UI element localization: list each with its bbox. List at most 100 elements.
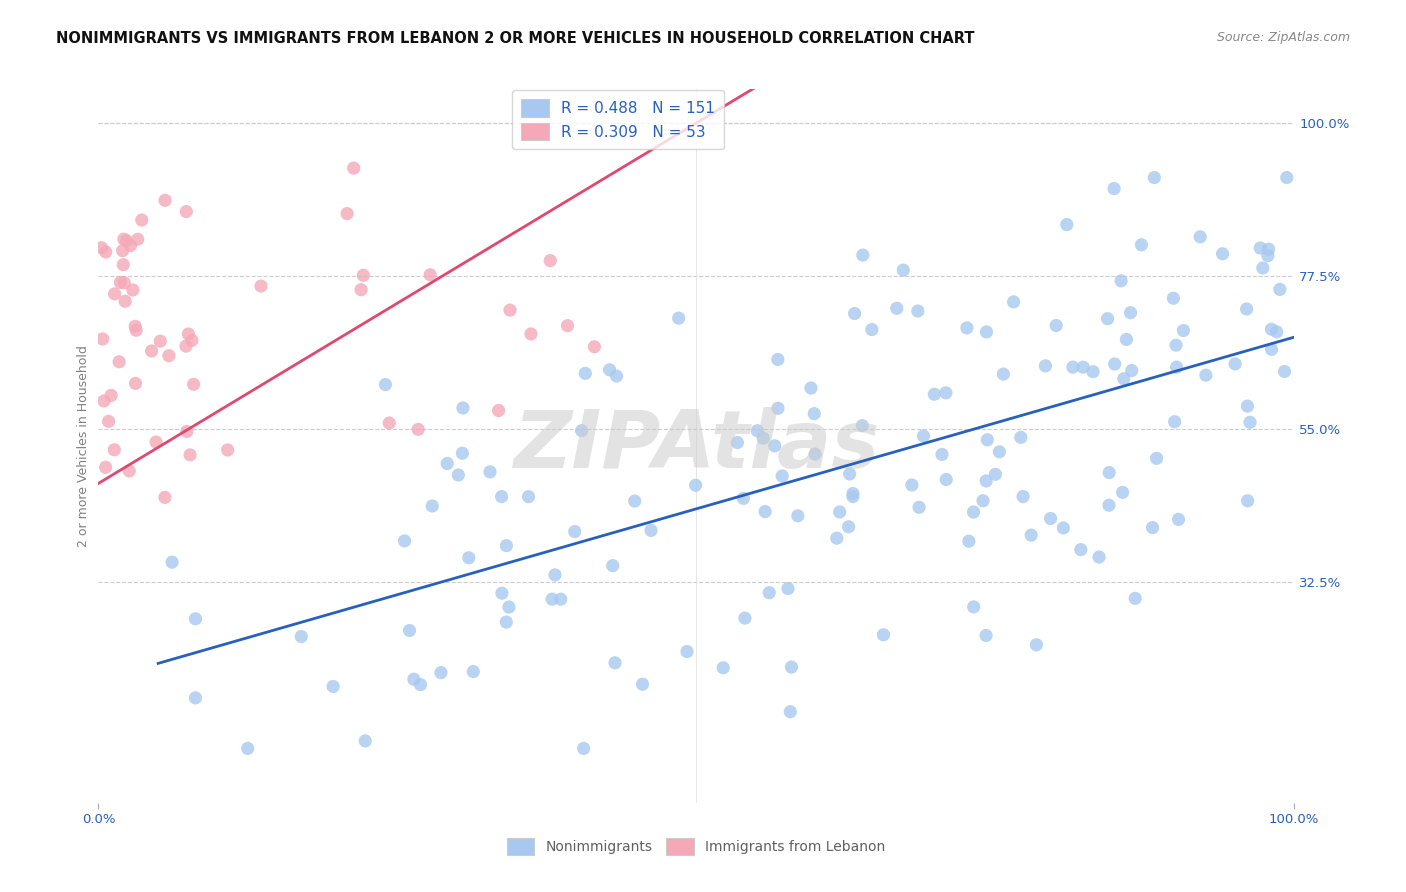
Point [495,615,517,629]
Point [103,442,125,457]
Point [290,630,312,644]
Point [124,376,146,391]
Point [93,393,115,408]
Point [685,478,707,492]
Point [993,367,1015,381]
Point [1251,260,1274,275]
Point [1012,490,1035,504]
Point [956,321,979,335]
Text: Source: ZipAtlas.com: Source: ZipAtlas.com [1216,31,1350,45]
Point [1039,511,1062,525]
Point [747,424,769,438]
Point [402,672,425,686]
Point [564,524,586,539]
Point [1249,241,1271,255]
Point [550,592,572,607]
Point [1088,549,1111,564]
Point [478,465,501,479]
Point [1081,365,1104,379]
Point [498,600,520,615]
Point [250,279,273,293]
Point [495,539,517,553]
Point [114,294,136,309]
Point [451,446,474,460]
Point [844,306,866,320]
Point [179,448,201,462]
Point [976,433,998,447]
Point [430,665,453,680]
Point [520,326,543,341]
Point [1146,451,1168,466]
Point [1045,318,1067,333]
Point [786,508,808,523]
Point [931,447,953,461]
Point [668,311,690,326]
Point [112,276,135,290]
Point [124,319,146,334]
Point [766,401,789,416]
Point [409,678,432,692]
Point [780,660,803,674]
Point [935,385,957,400]
Point [734,611,756,625]
Point [776,582,799,596]
Point [1097,311,1119,326]
Point [236,741,259,756]
Point [1163,291,1185,305]
Point [112,232,135,246]
Point [901,478,924,492]
Point [1062,360,1084,375]
Point [184,690,207,705]
Point [1275,170,1298,185]
Point [544,567,567,582]
Point [499,303,522,318]
Point [842,490,865,504]
Point [574,367,596,381]
Point [1010,430,1032,444]
Point [912,429,935,443]
Point [988,445,1011,459]
Point [1098,466,1121,480]
Point [1268,282,1291,296]
Point [115,234,138,248]
Point [1223,357,1246,371]
Point [1070,542,1092,557]
Text: NONIMMIGRANTS VS IMMIGRANTS FROM LEBANON 2 OR MORE VEHICLES IN HOUSEHOLD CORRELA: NONIMMIGRANTS VS IMMIGRANTS FROM LEBANON… [56,31,974,46]
Point [976,325,998,339]
Point [1104,357,1126,371]
Point [153,194,176,208]
Point [420,499,443,513]
Point [177,326,200,341]
Point [1189,230,1212,244]
Point [394,533,416,548]
Point [174,204,197,219]
Point [419,268,441,282]
Point [1195,368,1218,383]
Point [572,741,595,756]
Point [1112,372,1135,386]
Point [125,323,148,337]
Point [1257,249,1279,263]
Point [184,612,207,626]
Point [491,490,513,504]
Point [336,206,359,220]
Point [1035,359,1057,373]
Point [94,244,117,259]
Point [725,435,748,450]
Point [1071,360,1094,375]
Point [1167,512,1189,526]
Point [803,407,825,421]
Point [157,349,180,363]
Point [984,467,1007,482]
Point [100,388,122,402]
Point [974,474,997,488]
Point [104,286,127,301]
Point [935,473,957,487]
Point [457,550,479,565]
Point [752,431,775,445]
Point [112,258,135,272]
Point [907,304,929,318]
Point [758,585,780,599]
Point [153,491,176,505]
Point [631,677,654,691]
